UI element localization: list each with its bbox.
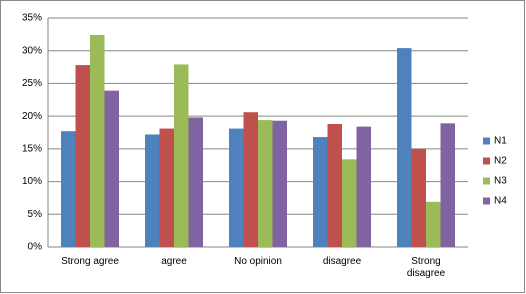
- bar: [272, 120, 287, 247]
- y-tick-label: 30%: [22, 45, 42, 56]
- bar: [327, 123, 342, 247]
- y-tick-label: 10%: [22, 176, 42, 187]
- bar: [313, 137, 328, 247]
- bar: [229, 128, 244, 247]
- bar: [188, 117, 203, 247]
- legend-label: N1: [494, 136, 507, 147]
- x-tick-label: agree: [161, 256, 187, 267]
- bar: [145, 134, 160, 247]
- bar: [90, 35, 105, 247]
- bar: [159, 128, 174, 247]
- legend-swatch: [483, 197, 490, 205]
- bar: [61, 131, 76, 247]
- bar: [440, 123, 455, 247]
- y-tick-label: 25%: [22, 78, 42, 89]
- bar: [356, 126, 371, 247]
- bar: [75, 65, 90, 247]
- legend-label: N3: [494, 176, 507, 187]
- bar: [104, 90, 119, 247]
- bar: [426, 201, 441, 247]
- y-tick-label: 20%: [22, 111, 42, 122]
- x-tick-label: Strong agree: [61, 256, 119, 267]
- bar: [174, 64, 189, 247]
- legend-label: N2: [494, 156, 507, 167]
- bar: [397, 48, 412, 248]
- legend-swatch: [483, 177, 490, 185]
- legend-label: N4: [494, 196, 507, 207]
- y-tick-label: 15%: [22, 143, 42, 154]
- bar: [258, 120, 273, 247]
- bar: [243, 112, 258, 248]
- y-tick-label: 0%: [28, 242, 43, 253]
- legend-swatch: [483, 157, 490, 165]
- x-tick-label: Strong disagree: [406, 256, 446, 279]
- bar: [411, 148, 426, 247]
- x-tick-label: No opinion: [234, 256, 282, 267]
- bar: [342, 159, 357, 247]
- y-tick-label: 5%: [28, 209, 43, 220]
- y-tick-label: 35%: [22, 13, 42, 24]
- x-tick-label: disagree: [322, 256, 362, 267]
- legend-swatch: [483, 137, 490, 145]
